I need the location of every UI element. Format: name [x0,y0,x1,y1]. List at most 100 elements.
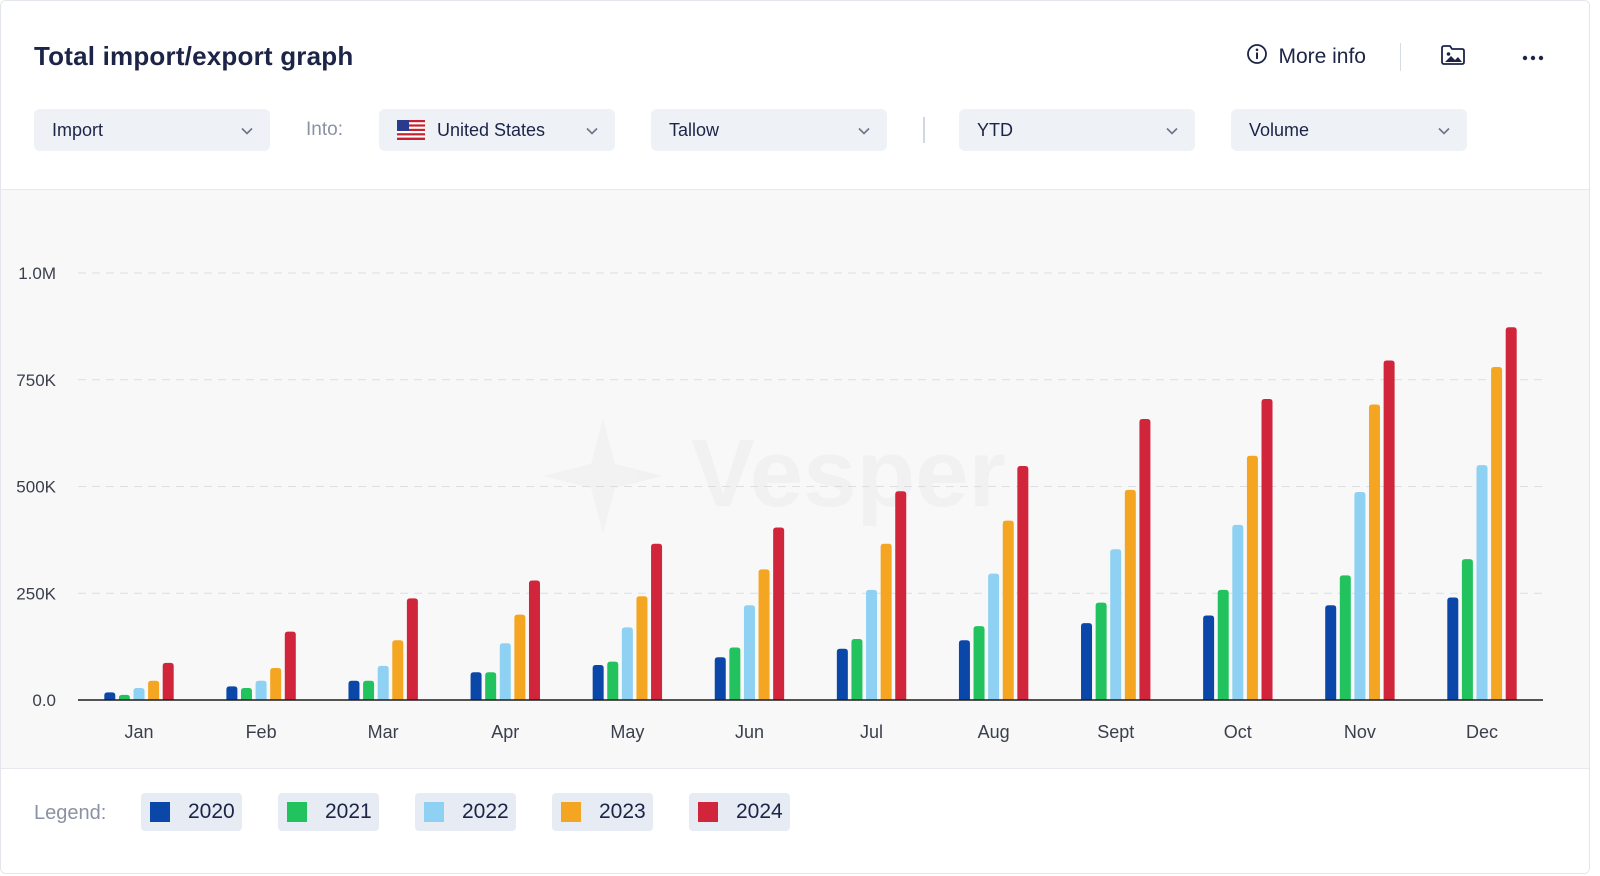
bar-2024-feb[interactable] [284,631,296,700]
bar-2023-jan[interactable] [148,680,160,700]
bar-2024-dec[interactable] [1505,327,1517,700]
commodity-select-value: Tallow [668,119,720,140]
bar-2023-may[interactable] [636,596,648,700]
bar-2022-jul[interactable] [866,589,878,700]
bar-2022-may[interactable] [621,627,633,700]
filter-divider [922,117,925,143]
bar-2024-jul[interactable] [895,491,907,700]
x-tick-label: Aug [978,722,1010,742]
bar-2020-aug[interactable] [958,640,970,700]
bar-2020-may[interactable] [592,664,604,700]
bar-2021-may[interactable] [607,661,619,700]
legend-item-2022[interactable]: 2022 [415,793,516,831]
bar-2023-aug[interactable] [1002,520,1014,700]
bar-2020-dec[interactable] [1447,597,1459,700]
chart-title: Total import/export graph [34,41,354,71]
bar-2020-feb[interactable] [226,686,238,700]
bar-2022-jan[interactable] [133,688,145,700]
bar-2023-feb[interactable] [270,667,282,700]
commodity-select[interactable]: Tallow [650,109,887,151]
x-tick-label: Dec [1466,722,1498,742]
bar-2021-dec[interactable] [1461,559,1473,700]
bar-2021-mar[interactable] [363,680,375,700]
bar-2022-jun[interactable] [743,605,755,700]
bar-2024-jan[interactable] [162,662,174,700]
plot-area: Vesper 0.0 250K 500K 750K 1.0M Jan Feb Mar Apr M… [1,190,1589,768]
legend-item-label: 2024 [736,800,783,823]
bar-2024-oct[interactable] [1261,398,1273,700]
header-divider [1400,43,1401,71]
watermark: Vesper [543,418,1006,534]
bar-2021-aug[interactable] [973,626,985,700]
direction-select-value: Import [52,119,104,140]
bar-2022-nov[interactable] [1354,492,1366,700]
bar-2021-oct[interactable] [1217,589,1229,700]
bar-2021-jul[interactable] [851,638,863,700]
bar-2021-jun[interactable] [729,647,741,700]
direction-select[interactable]: Import [34,109,270,151]
bar-2024-nov[interactable] [1383,360,1395,700]
bar-2021-apr[interactable] [485,672,497,700]
info-icon [1246,43,1268,71]
y-tick-label: 1.0M [18,264,56,283]
bar-2021-sept[interactable] [1095,602,1107,700]
legend-item-2020[interactable]: 2020 [141,793,242,831]
bar-2022-apr[interactable] [499,643,511,700]
bar-2020-jan[interactable] [104,692,116,700]
export-image-button[interactable] [1437,41,1469,73]
y-tick-label: 0.0 [32,691,56,710]
bar-2023-nov[interactable] [1369,404,1381,700]
bar-2022-dec[interactable] [1476,465,1488,700]
bar-2024-mar[interactable] [406,598,418,700]
more-options-button[interactable] [1517,41,1549,73]
legend-swatch [561,802,581,822]
bar-2021-nov[interactable] [1339,575,1351,700]
bar-2020-jun[interactable] [714,657,726,700]
chevron-down-icon [585,122,599,143]
bar-2020-nov[interactable] [1325,605,1337,700]
x-axis-ticks: Jan Feb Mar Apr May Jun Jul Aug Sept Oct Nov Dec [124,722,1498,742]
bar-2023-apr[interactable] [514,614,526,700]
bar-chart: Vesper 0.0 250K 500K 750K 1.0M Jan Feb Mar Apr M… [16,264,1543,742]
bar-2024-jun[interactable] [773,527,785,700]
bar-2023-sept[interactable] [1124,489,1136,700]
more-info-button[interactable]: More info [1246,43,1366,71]
y-tick-label: 500K [16,478,56,497]
legend-item-label: 2020 [188,800,235,823]
chevron-down-icon [240,122,254,143]
bar-2023-mar[interactable] [392,640,404,700]
country-select[interactable]: United States [378,109,615,151]
bar-2021-jan[interactable] [118,694,130,700]
bar-2024-sept[interactable] [1139,419,1151,700]
bar-2023-oct[interactable] [1246,455,1258,700]
bar-2024-may[interactable] [651,543,663,700]
bar-2022-oct[interactable] [1232,524,1244,700]
filter-bar: Import Into: [34,109,1467,151]
period-select[interactable]: YTD [958,109,1195,151]
chevron-down-icon [1437,122,1451,143]
x-tick-label: Jun [735,722,764,742]
bar-2020-apr[interactable] [470,672,482,700]
bar-2022-sept[interactable] [1110,549,1122,700]
bar-2024-aug[interactable] [1017,466,1029,700]
country-select-value: United States [436,119,546,140]
bar-2022-mar[interactable] [377,665,389,700]
bar-2024-apr[interactable] [528,580,540,700]
x-tick-label: Oct [1224,722,1252,742]
bar-2020-sept[interactable] [1081,623,1093,700]
bar-2022-feb[interactable] [255,680,267,700]
bar-2023-dec[interactable] [1491,366,1503,700]
bar-2020-oct[interactable] [1203,615,1215,700]
legend-item-2021[interactable]: 2021 [278,793,379,831]
bar-2023-jul[interactable] [880,543,892,700]
bar-2020-jul[interactable] [836,648,848,700]
legend-item-2024[interactable]: 2024 [689,793,790,831]
bar-2023-jun[interactable] [758,569,770,700]
bar-2022-aug[interactable] [988,573,1000,700]
measure-select[interactable]: Volume [1230,109,1467,151]
legend-item-2023[interactable]: 2023 [552,793,653,831]
legend-item-label: 2022 [462,800,509,823]
bar-2021-feb[interactable] [240,688,252,700]
bar-2020-mar[interactable] [348,680,360,700]
